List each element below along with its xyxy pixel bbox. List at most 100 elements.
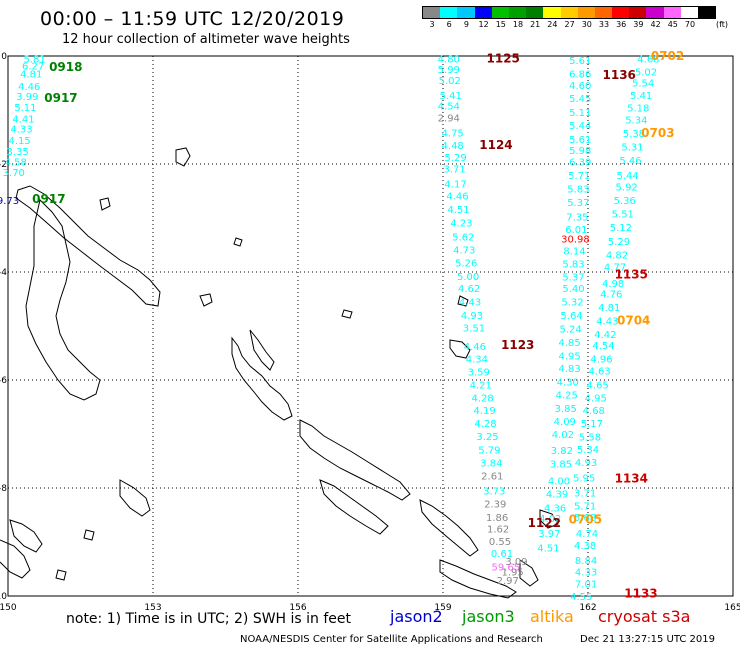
colorbar-label: 42 — [650, 20, 661, 29]
swh-value: 5.02 — [439, 76, 461, 87]
x-tick-label: 165 — [724, 603, 740, 613]
footer-timestamp: Dec 21 13:27:15 UTC 2019 — [580, 634, 715, 645]
swh-value: 5.38 — [623, 129, 645, 140]
swh-value: 5.37 — [567, 198, 589, 209]
y-tick-label: -6 — [0, 376, 7, 386]
colorbar-swatch — [577, 7, 595, 18]
swh-value: 4.28 — [472, 393, 494, 404]
swh-value: 8.84 — [575, 556, 597, 567]
swh-value: 4.33 — [575, 568, 597, 579]
swh-value: 5.24 — [559, 325, 581, 336]
colorbar-swatch — [612, 7, 630, 18]
swh-value: 4.21 — [470, 380, 492, 391]
x-tick-label: 162 — [579, 603, 596, 613]
swh-value: 1.62 — [487, 525, 509, 536]
swh-value: 4.81 — [598, 303, 620, 314]
swh-value: 4.33 — [10, 124, 32, 135]
colorbar-label: 6 — [446, 20, 452, 29]
swh-value: 4.30 — [557, 378, 579, 389]
swh-value: 2.39 — [484, 500, 506, 511]
pass-time-label: 0918 — [49, 60, 82, 74]
legend-jason2: jason2 — [390, 607, 443, 626]
swh-value: 4.41 — [12, 115, 34, 126]
swh-value: 0.55 — [489, 537, 511, 548]
colorbar-swatch — [629, 7, 647, 18]
swh-value: 1.95 — [501, 568, 523, 579]
colorbar-swatch — [698, 7, 716, 18]
colorbar-swatch — [560, 7, 578, 18]
legend-cryosat-s3a: cryosat s3a — [598, 607, 691, 626]
swh-value: 6.01 — [565, 225, 587, 236]
colorbar-tick-labels: 3 6 9 12 15 18 21 24 27 30 33 36 39 42 45 70 — [422, 20, 717, 32]
swh-value: 5.44 — [617, 171, 639, 182]
colorbar-label: 39 — [633, 20, 644, 29]
colorbar-swatch — [543, 7, 561, 18]
swh-value: 2.97 — [497, 576, 519, 587]
swh-value: 4.23 — [450, 218, 472, 229]
swh-value: 5.36 — [614, 196, 636, 207]
swh-value: 4.46 — [18, 82, 40, 93]
colorbar-label: 30 — [581, 20, 592, 29]
swh-value: 4.39 — [546, 489, 568, 500]
swh-value: 9.73 — [0, 196, 19, 207]
pass-time-label: 1136 — [603, 68, 636, 82]
swh-value: 3.25 — [476, 432, 498, 443]
swh-value: 4.85 — [559, 338, 581, 349]
swh-value: 4.77 — [604, 263, 626, 274]
swh-value: 3.99 — [16, 92, 38, 103]
swh-value: 4.68 — [637, 55, 659, 66]
swh-value: 5.45 — [569, 94, 591, 105]
swh-colorbar — [422, 6, 717, 19]
swh-value: 4.19 — [473, 406, 495, 417]
colorbar-label: 45 — [667, 20, 678, 29]
swh-value: 5.58 — [579, 433, 601, 444]
colorbar-swatch — [440, 7, 458, 18]
swh-value: 5.41 — [440, 91, 462, 102]
swh-value: 5.61 — [569, 56, 591, 67]
swh-value: 3.70 — [3, 168, 25, 179]
swh-value: 4.96 — [590, 354, 612, 365]
swh-value: 6.39 — [569, 157, 591, 168]
colorbar-label: 18 — [512, 20, 524, 29]
swh-value: 3.97 — [538, 529, 560, 540]
swh-value: 5.26 — [455, 258, 477, 269]
swh-value: 4.63 — [588, 366, 610, 377]
swh-value: 6.27 — [22, 62, 44, 73]
colorbar-swatch — [423, 7, 441, 18]
swh-readings: 5.816.274.814.463.995.114.414.334.153.35… — [0, 55, 660, 603]
colorbar-label: 33 — [598, 20, 610, 29]
pass-time-label: 1125 — [487, 52, 520, 66]
pass-time-label: 1134 — [615, 471, 648, 485]
colorbar-swatch — [508, 7, 527, 18]
swh-value: 4.43 — [596, 317, 618, 328]
swh-value: 5.98 — [569, 146, 591, 157]
y-tick-label: -4 — [0, 268, 7, 278]
swh-value: 7.35 — [566, 212, 588, 223]
swh-value: 5.68 — [574, 513, 596, 524]
swh-value: 5.40 — [562, 284, 584, 295]
swh-value: 4.46 — [446, 191, 468, 202]
swh-value: 0.61 — [491, 549, 513, 560]
y-tick-label: -10 — [0, 592, 7, 602]
swh-value: 5.46 — [619, 156, 641, 167]
swh-value: 5.54 — [632, 78, 654, 89]
swh-value: 5.34 — [577, 445, 599, 456]
colorbar-label: 36 — [616, 20, 627, 29]
swh-value: 3.85 — [550, 460, 572, 471]
pass-time-label: 0702 — [651, 49, 684, 63]
chart-title: 00:00 – 11:59 UTC 12/20/2019 — [40, 8, 345, 30]
pass-time-labels: 0918 0917 0917 1125 1124 1123 1136 1135 1122 0702… — [32, 49, 684, 600]
swh-value: 8.14 — [563, 246, 585, 257]
swh-value: 1.86 — [486, 513, 508, 524]
pass-time-label: 1122 — [528, 516, 561, 530]
legend-jason3: jason3 — [462, 607, 515, 626]
swh-value: 4.73 — [453, 245, 475, 256]
colorbar-swatch — [526, 7, 544, 18]
pass-time-label: 1123 — [501, 338, 534, 352]
swh-value: 30.98 — [561, 235, 590, 246]
colorbar-label: 15 — [495, 20, 506, 29]
swh-value: 5.29 — [444, 153, 466, 164]
swh-value: 2.94 — [438, 114, 460, 125]
swh-value: 4.54 — [592, 341, 614, 352]
swh-value: 3.73 — [483, 487, 505, 498]
